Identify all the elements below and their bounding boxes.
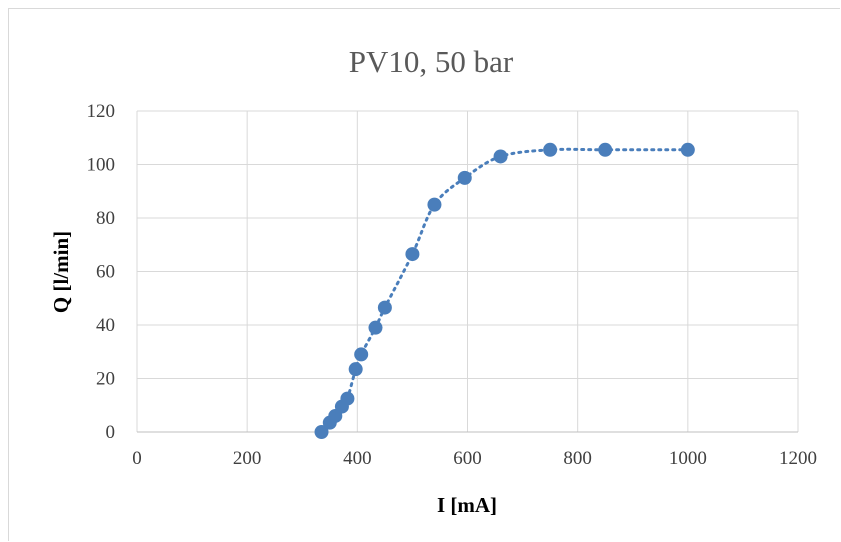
data-point <box>354 347 369 362</box>
y-axis-label: Q [l/min] <box>49 231 73 313</box>
x-tick-label: 0 <box>132 448 142 469</box>
data-point <box>368 320 383 335</box>
x-tick-label: 400 <box>343 448 372 469</box>
x-axis-label: I [mA] <box>437 493 497 517</box>
y-tick-label: 100 <box>87 155 116 176</box>
x-tick-label: 1200 <box>779 448 817 469</box>
y-tick-label: 60 <box>96 262 115 283</box>
data-point <box>680 142 695 157</box>
x-tick-label: 200 <box>233 448 262 469</box>
data-point <box>377 300 392 315</box>
data-point <box>340 391 355 406</box>
data-point <box>348 362 363 377</box>
x-tick-label: 1000 <box>669 448 707 469</box>
data-points <box>314 142 695 439</box>
chart-area <box>8 8 840 541</box>
x-tick-label: 800 <box>563 448 592 469</box>
y-tick-label: 80 <box>96 208 115 229</box>
data-point <box>493 149 508 164</box>
data-point <box>543 142 558 157</box>
chart-title: PV10, 50 bar <box>349 44 514 79</box>
x-axis-ticks: 0 200 400 600 800 1000 1200 <box>132 448 817 469</box>
data-point <box>598 142 613 157</box>
y-tick-label: 20 <box>96 369 115 390</box>
data-point <box>314 425 329 439</box>
y-axis-ticks: 0 20 40 60 80 100 120 <box>87 101 116 443</box>
y-tick-label: 40 <box>96 315 115 336</box>
data-point <box>457 170 472 185</box>
data-point <box>427 197 442 212</box>
gridlines <box>136 110 799 433</box>
x-tick-label: 600 <box>453 448 482 469</box>
data-point <box>405 247 420 262</box>
y-tick-label: 120 <box>87 101 116 122</box>
y-tick-label: 0 <box>106 422 116 443</box>
trendline <box>320 147 690 434</box>
